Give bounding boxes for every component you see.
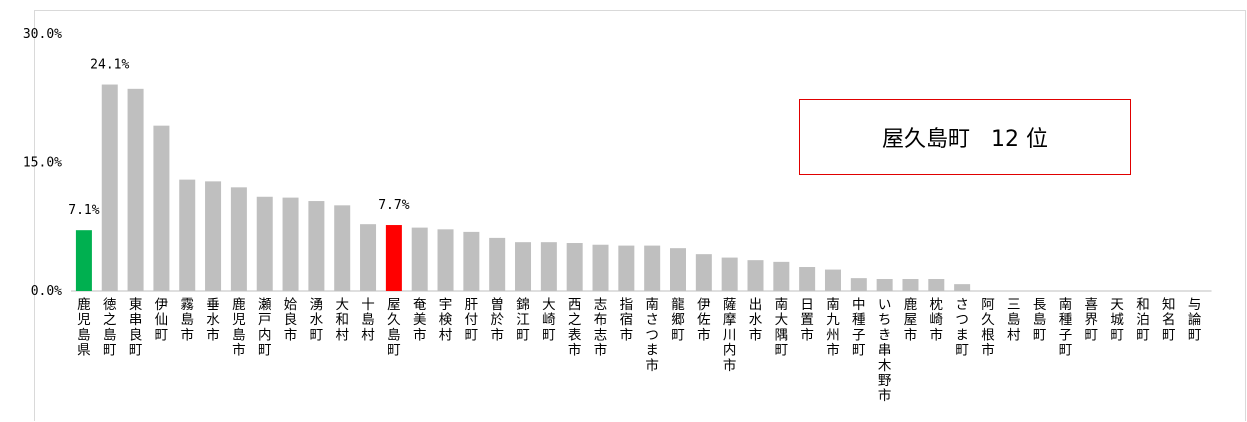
bar (670, 248, 686, 291)
data-label: 7.1% (68, 203, 99, 218)
category-label: 垂水市 (206, 297, 220, 343)
labels-layer: 7.1% 24.1% 7.7% (68, 58, 409, 219)
category-label: 薩摩川内市 (723, 297, 737, 374)
bar (566, 243, 583, 291)
category-label: 肝付町 (465, 297, 479, 343)
bar (75, 230, 92, 291)
bar (308, 201, 325, 291)
category-label: 和泊町 (1136, 297, 1150, 343)
category-label: 天城町 (1110, 297, 1124, 343)
category-label: 西之表市 (568, 297, 582, 359)
bar (644, 245, 661, 291)
bar (902, 279, 919, 291)
category-label: 出水市 (749, 297, 763, 343)
category-label: 瀬戸内町 (258, 297, 272, 359)
category-label: 錦江町 (516, 296, 530, 343)
bar (954, 284, 971, 291)
category-label: 湧水町 (310, 297, 324, 343)
rank-town-name: 屋久島町 (882, 127, 971, 152)
bar (747, 260, 764, 291)
category-label: 鹿児島県 (77, 296, 91, 359)
category-label: さつま町 (955, 297, 969, 359)
category-label: 知名町 (1162, 296, 1176, 343)
category-label: 鹿屋市 (904, 296, 918, 343)
bar (360, 224, 377, 291)
category-label: 指宿市 (620, 297, 634, 343)
category-label: 長島町 (1033, 297, 1047, 343)
category-label: 南種子町 (1059, 297, 1073, 359)
data-label: 24.1% (90, 58, 129, 73)
category-label: 屋久島町 (387, 297, 401, 359)
category-label: 中種子町 (852, 297, 866, 359)
bar (153, 125, 170, 291)
bar (385, 225, 402, 291)
data-label: 7.7% (378, 198, 409, 213)
rank-gap (970, 125, 991, 150)
category-label: 伊佐市 (697, 297, 711, 343)
bar (850, 278, 867, 291)
bar (618, 245, 635, 291)
category-label: 徳之島町 (103, 297, 117, 359)
category-label: 東串良町 (129, 297, 143, 359)
bar (540, 242, 557, 291)
bar (928, 279, 945, 291)
y-tick-label: 0.0% (31, 284, 62, 299)
y-tick-label: 15.0% (23, 156, 62, 171)
bar (127, 88, 144, 291)
category-label: 曽於市 (490, 297, 504, 343)
category-labels: 鹿児島県徳之島町東串良町伊仙町霧島市垂水市鹿児島市瀬戸内町姶良市湧水町大和村十島… (77, 296, 1202, 404)
category-label: 日置市 (800, 297, 814, 343)
category-label: 阿久根市 (981, 297, 995, 359)
bar (515, 242, 532, 291)
bars-layer (75, 84, 971, 291)
bar (334, 205, 351, 291)
rank-value: 12 位 (991, 127, 1048, 152)
bar (592, 244, 609, 291)
bar (799, 267, 816, 291)
category-label: 志布志市 (594, 297, 608, 359)
rank-annotation-box: 屋久島町 12 位 (799, 99, 1131, 175)
bar (411, 227, 428, 291)
category-label: 南大隅町 (775, 297, 789, 359)
category-label: 龍郷町 (671, 296, 685, 343)
bar (489, 237, 506, 291)
bar (824, 269, 841, 291)
category-label: いちき串木野市 (878, 297, 892, 404)
bar (256, 196, 273, 291)
category-label: 喜界町 (1085, 297, 1099, 343)
category-label: 与論町 (1188, 297, 1202, 343)
bar (773, 261, 790, 291)
category-label: 枕崎市 (930, 297, 944, 343)
category-label: 大和村 (335, 297, 349, 343)
bar (721, 257, 738, 291)
y-tick-label: 30.0% (23, 27, 62, 42)
category-label: 十島村 (361, 297, 375, 343)
bar (205, 181, 222, 291)
bar (437, 229, 454, 291)
category-label: 三島村 (1007, 297, 1021, 343)
bar (876, 279, 893, 291)
bar (101, 84, 118, 291)
category-label: 宇検村 (439, 297, 453, 343)
category-label: 南九州市 (826, 297, 840, 359)
bar (230, 187, 247, 291)
category-label: 姶良市 (284, 297, 298, 343)
category-label: 霧島市 (180, 297, 194, 343)
category-label: 鹿児島市 (232, 296, 246, 359)
category-label: 奄美市 (413, 297, 427, 343)
category-label: 伊仙町 (155, 297, 169, 343)
bar (282, 197, 299, 291)
chart-frame (34, 10, 1246, 421)
category-label: 南さつま市 (645, 297, 659, 374)
bar (463, 231, 480, 291)
category-label: 大崎町 (542, 297, 556, 343)
bar (695, 254, 712, 291)
bar (179, 179, 196, 291)
